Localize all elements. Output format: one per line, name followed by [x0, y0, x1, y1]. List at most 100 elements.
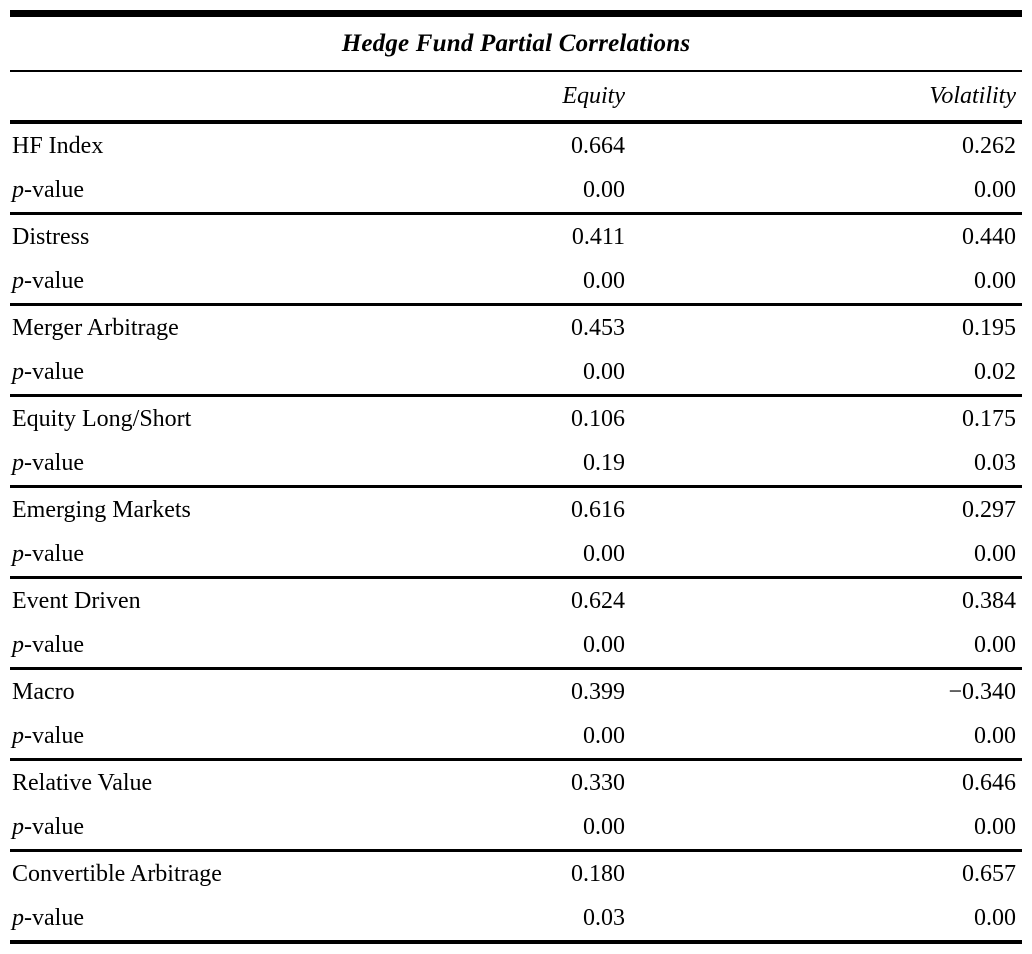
strategy-label: Relative Value: [12, 770, 153, 796]
group-separator-rule: [10, 667, 1022, 670]
header-rule: [10, 120, 1022, 124]
equity-correlation-value: 0.106: [571, 406, 625, 432]
volatility-pvalue: 0.00: [974, 177, 1016, 203]
row-group: Equity Long/Short 0.106 0.175 p-value 0.…: [10, 397, 1022, 488]
pvalue-label-rest: -value: [24, 450, 84, 476]
title-rule: [10, 70, 1022, 72]
top-rule: [10, 10, 1022, 17]
equity-pvalue: 0.00: [583, 632, 625, 658]
volatility-pvalue: 0.00: [974, 632, 1016, 658]
equity-pvalue: 0.00: [583, 814, 625, 840]
volatility-correlation-value: 0.175: [962, 406, 1016, 432]
equity-pvalue: 0.19: [583, 450, 625, 476]
strategy-row: Convertible Arbitrage 0.180 0.657: [10, 852, 1022, 896]
equity-correlation-value: 0.664: [571, 133, 625, 159]
strategy-row: HF Index 0.664 0.262: [10, 124, 1022, 168]
equity-correlation-value: 0.411: [571, 224, 625, 250]
pvalue-label: p-value: [10, 633, 355, 657]
group-separator-rule: [10, 485, 1022, 488]
table-title: Hedge Fund Partial Correlations: [341, 29, 691, 57]
volatility-correlation-value: 0.297: [962, 497, 1016, 523]
equity-pvalue: 0.00: [583, 723, 625, 749]
equity-correlation-value: 0.399: [571, 679, 625, 705]
strategy-label: Distress: [12, 224, 90, 250]
volatility-pvalue: 0.00: [974, 905, 1016, 931]
pvalue-row: p-value 0.00 0.00: [10, 259, 1022, 303]
pvalue-label: p-value: [10, 542, 355, 566]
group-separator-rule: [10, 940, 1022, 944]
pvalue-label-rest: -value: [24, 268, 84, 294]
row-group: Relative Value 0.330 0.646 p-value 0.00 …: [10, 761, 1022, 852]
pvalue-row: p-value 0.00 0.00: [10, 623, 1022, 667]
pvalue-row: p-value 0.00 0.00: [10, 532, 1022, 576]
volatility-correlation-value: 0.384: [962, 588, 1016, 614]
strategy-label: Convertible Arbitrage: [12, 861, 222, 887]
equity-correlation-value: 0.330: [571, 770, 625, 796]
row-group: Macro 0.399 −0.340 p-value 0.00 0.00: [10, 670, 1022, 761]
row-group: Emerging Markets 0.616 0.297 p-value 0.0…: [10, 488, 1022, 579]
equity-pvalue: 0.03: [583, 905, 625, 931]
strategy-row: Emerging Markets 0.616 0.297: [10, 488, 1022, 532]
pvalue-label: p-value: [10, 815, 355, 839]
pvalue-label-p: p: [12, 450, 24, 476]
pvalue-label: p-value: [10, 269, 355, 293]
column-header-equity: Equity: [562, 83, 625, 109]
pvalue-label-rest: -value: [24, 359, 84, 385]
volatility-correlation-value: −0.340: [948, 679, 1016, 705]
volatility-correlation-value: 0.646: [962, 770, 1016, 796]
equity-correlation-value: 0.180: [571, 861, 625, 887]
strategy-label: Event Driven: [12, 588, 141, 614]
row-group: Convertible Arbitrage 0.180 0.657 p-valu…: [10, 852, 1022, 944]
pvalue-label: p-value: [10, 451, 355, 475]
strategy-row: Event Driven 0.624 0.384: [10, 579, 1022, 623]
group-separator-rule: [10, 394, 1022, 397]
strategy-label: HF Index: [12, 133, 104, 159]
volatility-pvalue: 0.00: [974, 723, 1016, 749]
pvalue-label-p: p: [12, 632, 24, 658]
volatility-pvalue: 0.00: [974, 814, 1016, 840]
strategy-row: Distress 0.411 0.440: [10, 215, 1022, 259]
equity-pvalue: 0.00: [583, 359, 625, 385]
pvalue-label-rest: -value: [24, 723, 84, 749]
pvalue-row: p-value 0.00 0.00: [10, 714, 1022, 758]
equity-correlation-value: 0.453: [571, 315, 625, 341]
correlation-table: Hedge Fund Partial Correlations Equity V…: [10, 10, 1022, 944]
group-separator-rule: [10, 576, 1022, 579]
column-header-volatility: Volatility: [929, 83, 1016, 109]
pvalue-label-rest: -value: [24, 905, 84, 931]
pvalue-row: p-value 0.00 0.00: [10, 168, 1022, 212]
pvalue-label-rest: -value: [24, 177, 84, 203]
table-body: HF Index 0.664 0.262 p-value 0.00 0.00 D…: [10, 124, 1022, 944]
pvalue-row: p-value 0.00 0.02: [10, 350, 1022, 394]
pvalue-label-rest: -value: [24, 814, 84, 840]
pvalue-row: p-value 0.00 0.00: [10, 805, 1022, 849]
row-group: Merger Arbitrage 0.453 0.195 p-value 0.0…: [10, 306, 1022, 397]
volatility-pvalue: 0.03: [974, 450, 1016, 476]
pvalue-label-p: p: [12, 814, 24, 840]
pvalue-label-p: p: [12, 359, 24, 385]
volatility-correlation-value: 0.657: [962, 861, 1016, 887]
pvalue-label-rest: -value: [24, 632, 84, 658]
equity-pvalue: 0.00: [583, 541, 625, 567]
pvalue-label: p-value: [10, 360, 355, 384]
pvalue-label-p: p: [12, 541, 24, 567]
group-separator-rule: [10, 758, 1022, 761]
strategy-label: Macro: [12, 679, 75, 705]
equity-pvalue: 0.00: [583, 177, 625, 203]
volatility-correlation-value: 0.262: [962, 133, 1016, 159]
equity-pvalue: 0.00: [583, 268, 625, 294]
strategy-label: Emerging Markets: [12, 497, 191, 523]
pvalue-label: p-value: [10, 906, 355, 930]
volatility-pvalue: 0.00: [974, 268, 1016, 294]
pvalue-row: p-value 0.03 0.00: [10, 896, 1022, 940]
strategy-row: Relative Value 0.330 0.646: [10, 761, 1022, 805]
strategy-row: Merger Arbitrage 0.453 0.195: [10, 306, 1022, 350]
row-group: HF Index 0.664 0.262 p-value 0.00 0.00: [10, 124, 1022, 215]
pvalue-label-rest: -value: [24, 541, 84, 567]
row-group: Event Driven 0.624 0.384 p-value 0.00 0.…: [10, 579, 1022, 670]
group-separator-rule: [10, 212, 1022, 215]
strategy-row: Equity Long/Short 0.106 0.175: [10, 397, 1022, 441]
volatility-correlation-value: 0.195: [962, 315, 1016, 341]
strategy-row: Macro 0.399 −0.340: [10, 670, 1022, 714]
